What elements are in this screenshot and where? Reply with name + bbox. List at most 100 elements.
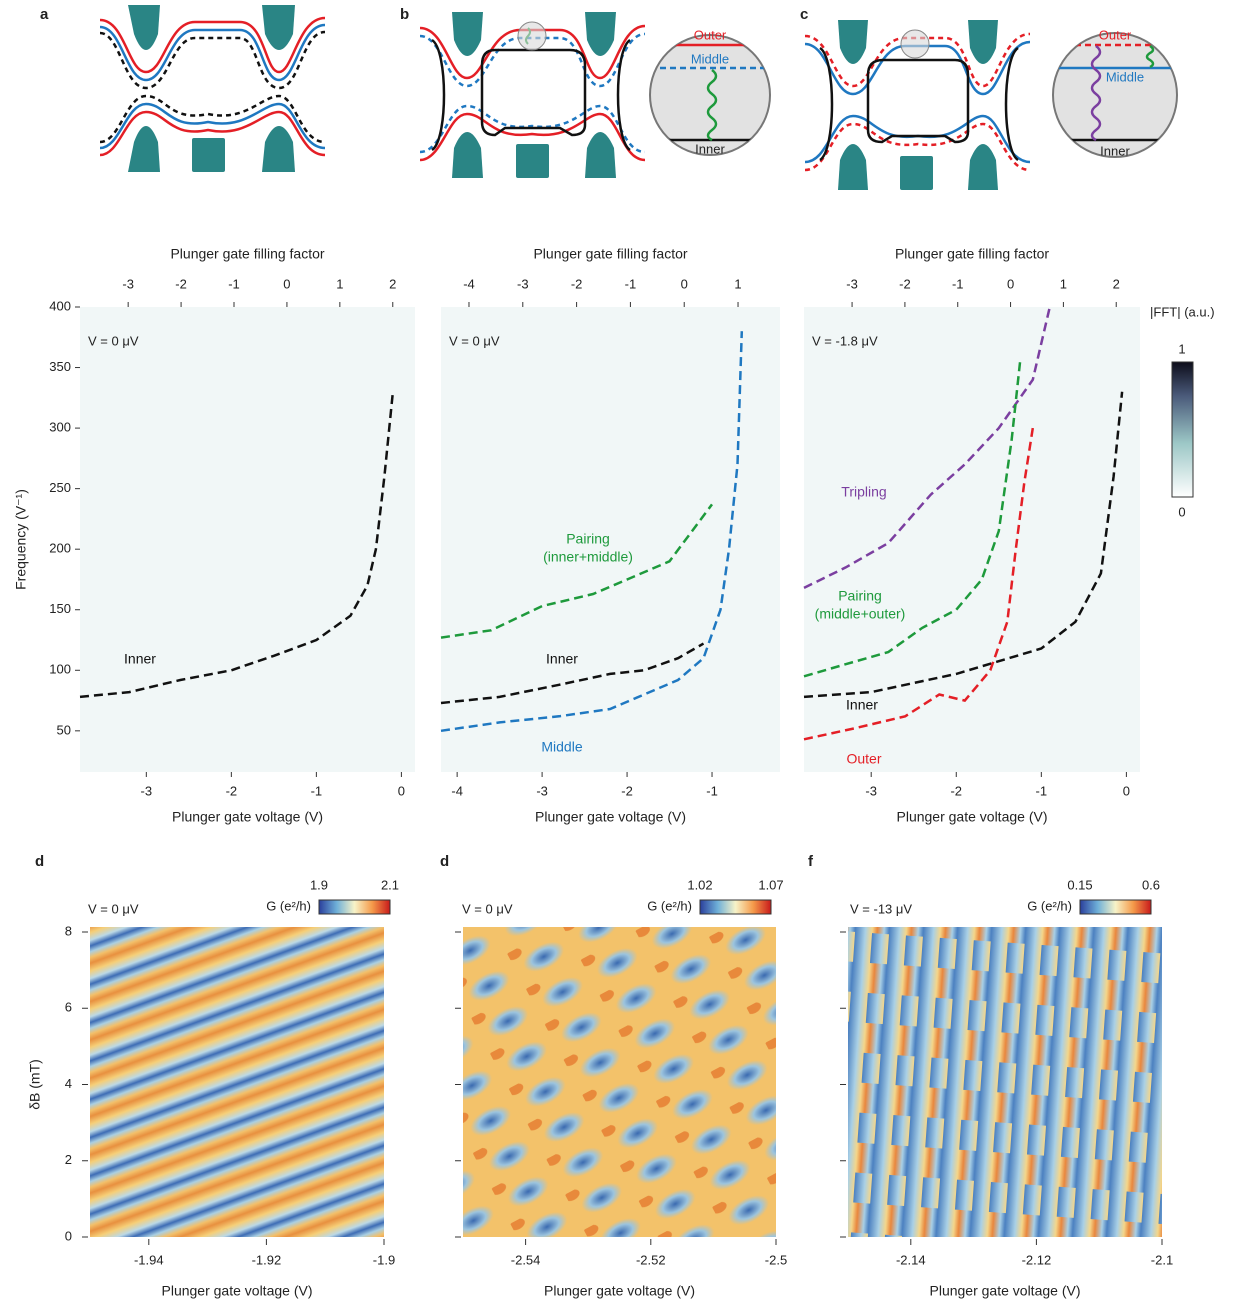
- x2-tick-label: 2: [389, 276, 396, 291]
- schematic-a: a: [40, 5, 326, 172]
- curve-label: Tripling: [841, 484, 886, 500]
- y-axis-label: δB (mT): [27, 1059, 43, 1110]
- colorbar-label: |FFT| (a.u.): [1150, 304, 1215, 319]
- x-axis-label: Plunger gate voltage (V): [172, 809, 323, 825]
- curve: [803, 391, 1124, 699]
- y-tick-label: 6: [65, 1000, 72, 1015]
- panel-label: b: [400, 6, 409, 23]
- y-tick-label: 100: [49, 662, 71, 677]
- curve: [440, 642, 705, 705]
- annotation: V = -1.8 μV: [812, 333, 878, 348]
- x-tick-label: -3: [536, 783, 548, 798]
- y-tick-label: 0: [65, 1228, 72, 1243]
- curve-label: Outer: [846, 751, 881, 767]
- inset-label: Outer: [694, 27, 727, 42]
- x2-tick-label: 0: [1007, 276, 1014, 291]
- x-tick-label: -1.9: [373, 1252, 395, 1267]
- curve-label: Inner: [846, 697, 878, 713]
- x2-tick-label: -2: [571, 276, 583, 291]
- panel-label: d: [440, 853, 449, 870]
- conductance-map: [463, 927, 776, 1237]
- annotation: V = 0 μV: [88, 901, 139, 916]
- schematic-c: c Outer Middle Inner: [800, 6, 1178, 190]
- x-tick-label: -2.54: [511, 1252, 541, 1267]
- y-tick-label: 50: [57, 722, 71, 737]
- inset-label: Inner: [695, 141, 725, 156]
- x2-axis-label: Plunger gate filling factor: [533, 246, 687, 262]
- x-axis-label: Plunger gate voltage (V): [535, 809, 686, 825]
- curve-note: (inner+middle): [543, 549, 633, 565]
- x-tick-label: -1.92: [252, 1252, 282, 1267]
- curve-label: Pairing: [838, 588, 882, 604]
- curve-label: Inner: [124, 651, 156, 667]
- x-tick-label: -2: [621, 783, 633, 798]
- y-tick-label: 250: [49, 480, 71, 495]
- x-tick-label: -2: [226, 783, 238, 798]
- x2-tick-label: -1: [952, 276, 964, 291]
- x2-tick-label: -3: [122, 276, 134, 291]
- x-tick-label: -4: [451, 783, 463, 798]
- x-tick-label: -1.94: [134, 1252, 164, 1267]
- curve: [440, 503, 714, 639]
- x2-tick-label: 1: [734, 276, 741, 291]
- colorbar: [699, 899, 772, 915]
- x-tick-label: -2.12: [1022, 1252, 1052, 1267]
- curve-label: Inner: [546, 651, 578, 667]
- colorbar-min: 0: [1178, 504, 1185, 519]
- y-tick-label: 300: [49, 420, 71, 435]
- panel-label: f: [808, 853, 814, 870]
- x2-tick-label: -2: [175, 276, 187, 291]
- annotation: V = -13 μV: [850, 901, 912, 916]
- x2-axis-label: Plunger gate filling factor: [170, 246, 324, 262]
- x-axis-label: Plunger gate voltage (V): [162, 1283, 313, 1299]
- x2-tick-label: -1: [625, 276, 637, 291]
- x-tick-label: -3: [865, 783, 877, 798]
- curve: [440, 331, 744, 733]
- y-tick-label: 4: [65, 1076, 72, 1091]
- y-tick-label: 2: [65, 1152, 72, 1167]
- x-axis-label: Plunger gate voltage (V): [544, 1283, 695, 1299]
- y-tick-label: 350: [49, 359, 71, 374]
- curve-label: Middle: [541, 739, 582, 755]
- curve: [803, 306, 1052, 590]
- curve: [803, 361, 1022, 678]
- x2-tick-label: 0: [681, 276, 688, 291]
- fft-map: [441, 307, 780, 772]
- annotation: V = 0 μV: [462, 901, 513, 916]
- x-tick-label: 0: [1123, 783, 1130, 798]
- colorbar-min: 1.02: [687, 877, 712, 892]
- colorbar-min: 1.9: [310, 877, 328, 892]
- x-axis-label: Plunger gate voltage (V): [930, 1283, 1081, 1299]
- x-tick-label: -2: [950, 783, 962, 798]
- x-tick-label: -2.5: [765, 1252, 787, 1267]
- panel-label: c: [800, 6, 808, 23]
- colorbar-max: 1.07: [758, 877, 783, 892]
- y-tick-label: 8: [65, 923, 72, 938]
- inset-label: Inner: [1100, 143, 1130, 158]
- x2-tick-label: -4: [463, 276, 475, 291]
- curve-note: (middle+outer): [815, 606, 906, 622]
- colorbar-label: G (e²/h): [266, 898, 311, 913]
- colorbar-max: 0.6: [1142, 877, 1160, 892]
- x2-tick-label: -3: [846, 276, 858, 291]
- fft-map: [80, 307, 415, 772]
- inset-label: Outer: [1099, 27, 1132, 42]
- x-tick-label: -1: [706, 783, 718, 798]
- curve-label: Pairing: [566, 531, 610, 547]
- colorbar-max: 1: [1178, 341, 1185, 356]
- x-tick-label: -1: [311, 783, 323, 798]
- x2-tick-label: -3: [517, 276, 529, 291]
- x2-tick-label: -1: [228, 276, 240, 291]
- x2-tick-label: -2: [899, 276, 911, 291]
- colorbar: [318, 899, 391, 915]
- y-tick-label: 200: [49, 541, 71, 556]
- colorbar-label: G (e²/h): [647, 898, 692, 913]
- panel-label: a: [40, 6, 49, 23]
- x2-tick-label: 1: [336, 276, 343, 291]
- conductance-map: [90, 927, 384, 1237]
- y-tick-label: 400: [49, 298, 71, 313]
- x-tick-label: -2.1: [1151, 1252, 1173, 1267]
- fft-map: [804, 307, 1140, 772]
- annotation: V = 0 μV: [88, 333, 139, 348]
